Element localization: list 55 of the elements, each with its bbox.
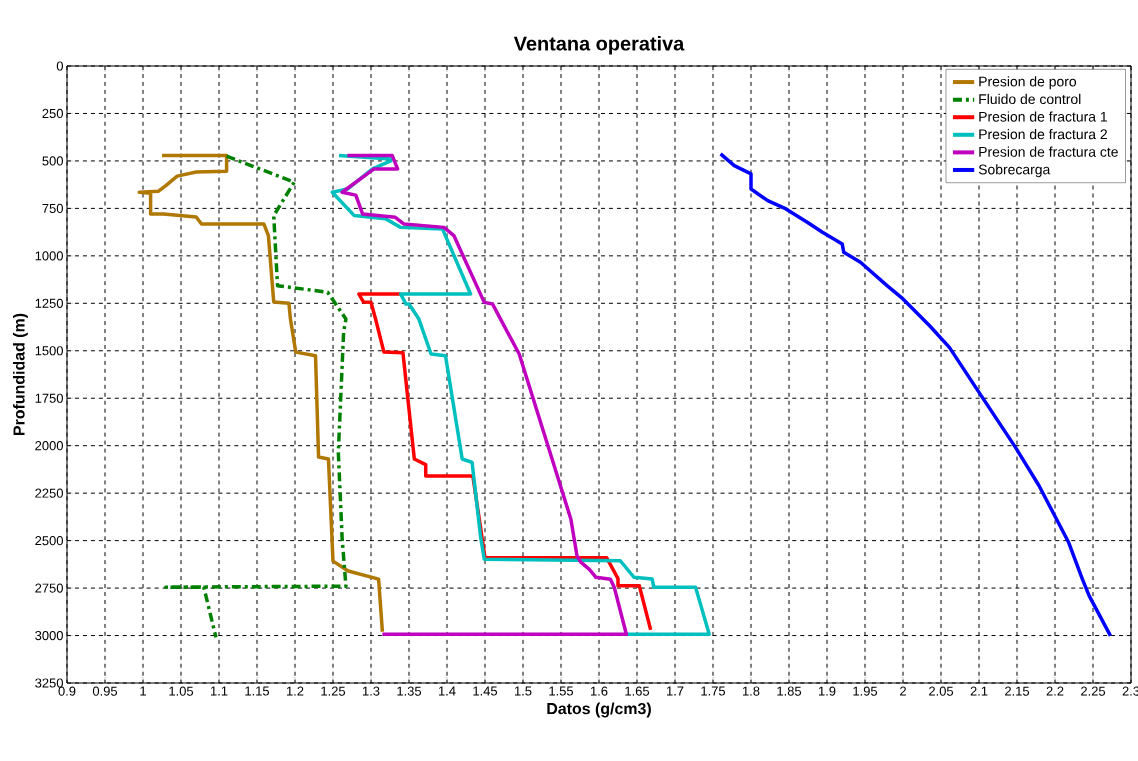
x-tick-label: 1.7 bbox=[666, 686, 684, 696]
legend-label: Presion de fractura cte bbox=[979, 146, 1118, 157]
y-tick-label: 1750 bbox=[35, 393, 63, 403]
x-tick-label: 1.25 bbox=[321, 686, 346, 696]
x-tick-label: 1.75 bbox=[701, 686, 726, 696]
y-tick-label: 1250 bbox=[35, 298, 63, 308]
legend-label: Sobrecarga bbox=[978, 164, 1051, 178]
y-tick-label: 500 bbox=[42, 156, 63, 166]
y-tick-label: 1500 bbox=[35, 346, 63, 356]
line-series bbox=[137, 153, 385, 634]
x-tick-label: 1.95 bbox=[853, 686, 878, 696]
chart-title: Ventana operativa bbox=[513, 35, 685, 55]
line-series bbox=[340, 153, 629, 636]
x-tick-label: 2.15 bbox=[1005, 686, 1030, 696]
line-series bbox=[164, 154, 348, 640]
y-tick-label: 2250 bbox=[35, 488, 63, 498]
x-tick-label: 2.2 bbox=[1046, 686, 1064, 696]
x-tick-label: 1.85 bbox=[777, 686, 802, 696]
x-tick-label: 0.95 bbox=[92, 686, 118, 696]
x-tick-label: 1.15 bbox=[245, 686, 270, 696]
y-tick-label: 2500 bbox=[35, 536, 63, 546]
line-series bbox=[330, 153, 711, 636]
legend-label: Fluido de control bbox=[979, 93, 1081, 105]
y-tick-label: 750 bbox=[42, 203, 63, 213]
y-tick-label: 3000 bbox=[35, 630, 63, 641]
legend-label: Presion de fractura 1 bbox=[979, 111, 1107, 122]
x-tick-label: 1.35 bbox=[397, 686, 422, 696]
x-tick-label: 1.4 bbox=[438, 686, 456, 696]
x-tick-label: 1.1 bbox=[210, 686, 228, 696]
x-tick-label: 2.05 bbox=[929, 686, 954, 696]
x-axis-title: Datos (g/cm3) bbox=[547, 702, 651, 718]
x-tick-label: 1.55 bbox=[549, 686, 574, 696]
x-tick-label: 1.3 bbox=[362, 686, 380, 696]
y-tick-label: 3250 bbox=[35, 678, 63, 688]
x-tick-label: 2 bbox=[900, 686, 906, 696]
x-tick-label: 1.6 bbox=[590, 686, 608, 696]
y-tick-label: 0 bbox=[56, 61, 63, 71]
x-tick-label: 1 bbox=[140, 686, 146, 696]
x-tick-label: 1.5 bbox=[514, 686, 532, 696]
x-tick-label: 1.8 bbox=[742, 686, 760, 696]
legend-label: Presion de poro bbox=[979, 76, 1077, 90]
y-axis-title: Profundidad (m) bbox=[12, 313, 28, 435]
x-tick-label: 1.2 bbox=[286, 686, 304, 696]
x-tick-label: 1.05 bbox=[169, 686, 194, 696]
x-tick-label: 1.45 bbox=[473, 686, 498, 696]
x-tick-label: 2.25 bbox=[1081, 686, 1106, 696]
x-tick-label: 0.9 bbox=[58, 686, 76, 696]
y-tick-label: 2750 bbox=[35, 583, 63, 593]
y-tick-label: 250 bbox=[42, 108, 63, 119]
y-tick-label: 1000 bbox=[35, 251, 63, 261]
x-tick-label: 1.9 bbox=[818, 686, 836, 696]
x-tick-label: 2.1 bbox=[970, 686, 988, 696]
y-tick-label: 2000 bbox=[35, 441, 63, 451]
legend-label: Presion de fractura 2 bbox=[979, 129, 1107, 140]
x-tick-label: 1.65 bbox=[625, 686, 650, 696]
